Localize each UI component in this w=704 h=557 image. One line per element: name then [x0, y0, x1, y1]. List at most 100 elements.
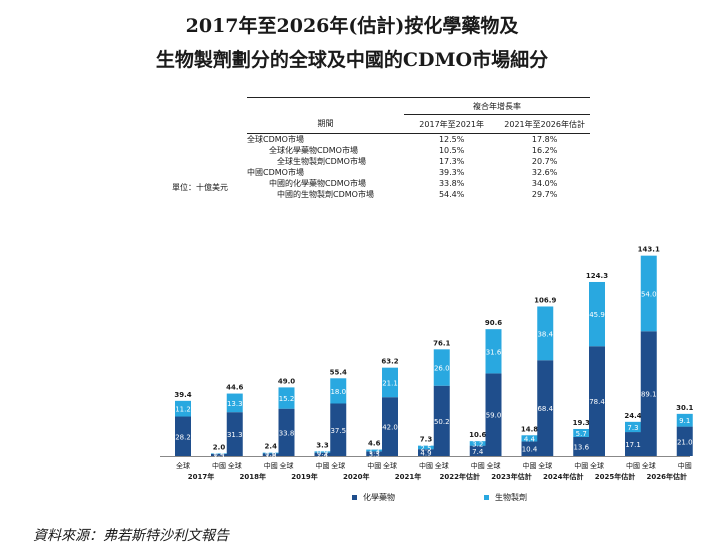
- bar-biologics-global: [537, 306, 554, 361]
- data-label-chemical-global: 59.0: [486, 412, 502, 420]
- table-cell-label: 中國CDMO市場: [247, 168, 304, 177]
- tick-label-group: 中國: [626, 461, 640, 470]
- table-cell-cagr-2021-2026: 34.0%: [531, 179, 558, 188]
- bar-chemical-global: [175, 416, 191, 456]
- table-cell-cagr-2017-2021: 10.5%: [438, 146, 465, 155]
- tick-label-group: 全球: [487, 461, 501, 470]
- data-label-chemical-china: 1.8: [265, 452, 276, 460]
- data-label-total-china: 7.3: [420, 436, 433, 444]
- tick-label-year: 2018年: [240, 472, 266, 481]
- bar-biologics-china: [418, 445, 434, 450]
- tick-label-group: 中國: [367, 461, 381, 470]
- data-label-total-global: 55.4: [330, 368, 347, 376]
- bar-chemical-china: [573, 436, 590, 456]
- data-label-total-china: 2.4: [265, 443, 278, 451]
- data-label-total-china: 19.3: [573, 419, 590, 427]
- table-header-empty: [247, 98, 404, 115]
- tick-label-year: 2017年: [188, 472, 214, 481]
- data-label-chemical-global: 89.1: [641, 391, 657, 399]
- table-cell-label: 全球CDMO市場: [247, 135, 304, 144]
- tick-label-group: 全球: [280, 461, 294, 470]
- data-label-biologics-global: 13.3: [227, 400, 243, 408]
- tick-label-year: 2023年估計: [491, 472, 531, 481]
- tick-label-year: 2019年: [291, 472, 317, 481]
- tick-label-year: 2022年估計: [440, 472, 480, 481]
- tick-label-group: 中國: [419, 461, 433, 470]
- legend-swatch-biologics: [484, 495, 489, 500]
- data-label-total-global: 124.3: [586, 272, 608, 280]
- tick-label-year: 2020年: [343, 472, 369, 481]
- bar-chemical-global: [278, 408, 295, 456]
- data-label-chemical-china: 10.4: [522, 446, 538, 454]
- data-label-total-global: 76.1: [433, 339, 450, 347]
- table-row: 全球化學藥物CDMO市場 10.5% 16.2%: [247, 145, 590, 156]
- data-label-biologics-china: 9.1: [679, 417, 690, 425]
- table-cell-label: 中國的生物製劑CDMO市場: [277, 190, 374, 199]
- table-cell-cagr-2017-2021: 33.8%: [438, 179, 465, 188]
- bar-biologics-global: [382, 367, 398, 398]
- data-label-biologics-china: 1.3: [369, 447, 380, 455]
- data-label-total-china: 14.8: [521, 425, 538, 433]
- cagr-table: 複合年增長率 期間 2017年至2021年 2021年至2026年估計 全球CD…: [247, 97, 590, 200]
- data-label-chemical-china: 4.9: [420, 450, 431, 458]
- data-label-total-global: 90.6: [485, 319, 502, 327]
- data-label-biologics-global: 26.0: [434, 365, 450, 373]
- data-label-chemical-china: 2.4: [317, 451, 329, 459]
- data-label-total-china: 10.6: [469, 431, 486, 439]
- table-header-cagr: 複合年增長率: [404, 97, 590, 115]
- bar-biologics-global: [278, 387, 295, 409]
- data-label-total-global: 44.6: [226, 384, 243, 392]
- bar-chemical-global: [537, 360, 554, 456]
- tick-label-group: 全球: [176, 461, 190, 470]
- tick-label-group: 中國: [471, 461, 485, 470]
- bar-biologics-china: [366, 449, 383, 452]
- tick-label-group: 全球: [538, 461, 552, 470]
- data-label-biologics-global: 38.4: [537, 330, 553, 338]
- bar-biologics-global: [330, 378, 347, 404]
- table-cell-label: 全球化學藥物CDMO市場: [269, 146, 358, 155]
- bar-chemical-china: [418, 449, 434, 456]
- legend-swatch-chemical: [352, 495, 357, 500]
- data-label-chemical-global: 42.0: [382, 424, 398, 432]
- data-label-biologics-global: 21.1: [382, 379, 398, 387]
- bar-chemical-global: [485, 373, 502, 456]
- bar-biologics-china: [211, 453, 227, 454]
- data-label-biologics-china: 0.9: [317, 449, 328, 457]
- bar-chemical-global: [226, 412, 243, 456]
- data-label-biologics-global: 45.9: [589, 311, 605, 319]
- tick-label-year: 2026年估計: [647, 472, 687, 481]
- bar-chemical-global: [330, 403, 347, 456]
- bar-chemical-china: [521, 441, 538, 456]
- chart-title-line1: 2017年至2026年(估計)按化學藥物及: [185, 15, 519, 37]
- tick-label-group: 全球: [435, 461, 449, 470]
- bar-chemical-global: [589, 346, 605, 456]
- bar-biologics-china: [625, 421, 641, 433]
- table-row: 全球CDMO市場 12.5% 17.8%: [247, 133, 590, 146]
- data-label-biologics-china: 7.3: [627, 424, 638, 432]
- tick-label-group: 中國: [316, 461, 330, 470]
- data-label-biologics-global: 18.0: [330, 388, 346, 396]
- legend-label-chemical: 化學藥物: [363, 493, 395, 502]
- table-cell-cagr-2017-2021: 39.3%: [438, 168, 465, 177]
- tick-label-group: 中國: [574, 461, 588, 470]
- table-header-col1: 2017年至2021年: [404, 114, 500, 134]
- bar-biologics-china: [573, 428, 590, 437]
- tick-label-group: 中國: [678, 461, 692, 470]
- bar-biologics-china: [262, 452, 279, 454]
- table-row: 中國的化學藥物CDMO市場 33.8% 34.0%: [247, 178, 590, 189]
- data-label-biologics-china: 2.5: [420, 444, 431, 452]
- data-label-total-global: 143.1: [638, 246, 660, 254]
- bar-chemical-china: [676, 426, 693, 456]
- table-cell-cagr-2021-2026: 17.8%: [531, 135, 558, 144]
- data-label-chemical-global: 28.2: [175, 433, 191, 441]
- legend-label-biologics: 生物製劑: [495, 493, 527, 502]
- table-row: 中國CDMO市場 39.3% 32.6%: [247, 167, 590, 178]
- source-note: 資料來源：弗若斯特沙利文報告: [33, 528, 229, 544]
- data-label-biologics-global: 54.0: [641, 290, 657, 298]
- tick-label-year: 2025年估計: [595, 472, 635, 481]
- data-label-chemical-global: 68.4: [537, 405, 553, 413]
- table-row: 中國的生物製劑CDMO市場 54.4% 29.7%: [247, 189, 590, 200]
- data-label-total-global: 106.9: [534, 296, 556, 304]
- data-label-biologics-china: 5.7: [576, 430, 587, 438]
- data-label-chemical-global: 37.5: [330, 427, 346, 435]
